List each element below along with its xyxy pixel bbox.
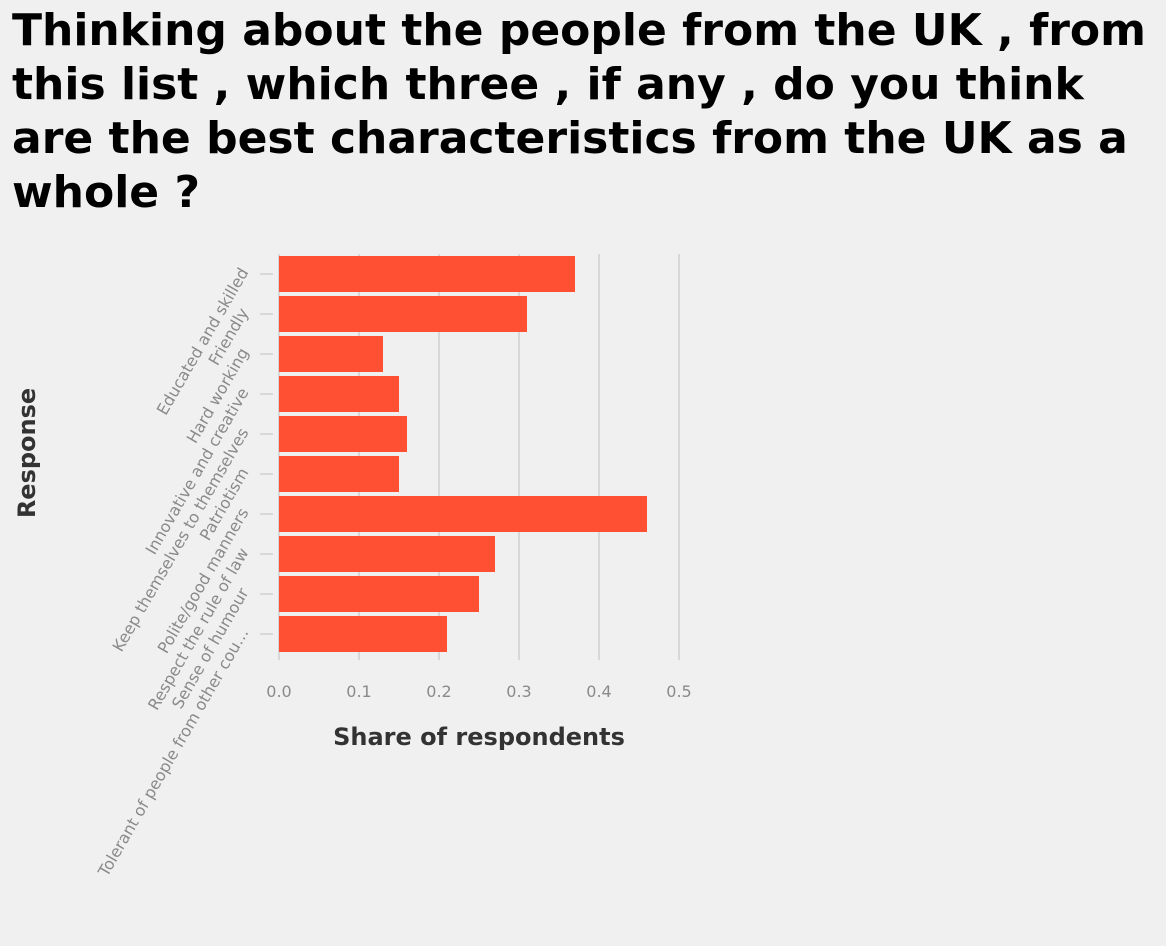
bar [279, 416, 407, 452]
bar [279, 496, 647, 532]
x-ticks: 0.0 0.1 0.2 0.3 0.4 0.5 [266, 682, 691, 701]
x-tick-label: 0.4 [586, 682, 611, 701]
bar [279, 616, 447, 652]
bar [279, 576, 479, 612]
bar [279, 456, 399, 492]
y-axis-title: Response [13, 388, 41, 518]
x-axis-title: Share of respondents [333, 723, 625, 751]
x-tick-label: 0.1 [346, 682, 371, 701]
bar [279, 336, 383, 372]
x-tick-label: 0.5 [666, 682, 691, 701]
bar [279, 376, 399, 412]
bar [279, 256, 575, 292]
chart-title: Thinking about the people from the UK , … [12, 5, 1146, 218]
x-tick-label: 0.0 [266, 682, 291, 701]
bar [279, 296, 527, 332]
x-tick-label: 0.3 [506, 682, 531, 701]
bars [279, 256, 647, 652]
bar [279, 536, 495, 572]
x-tick-label: 0.2 [426, 682, 451, 701]
